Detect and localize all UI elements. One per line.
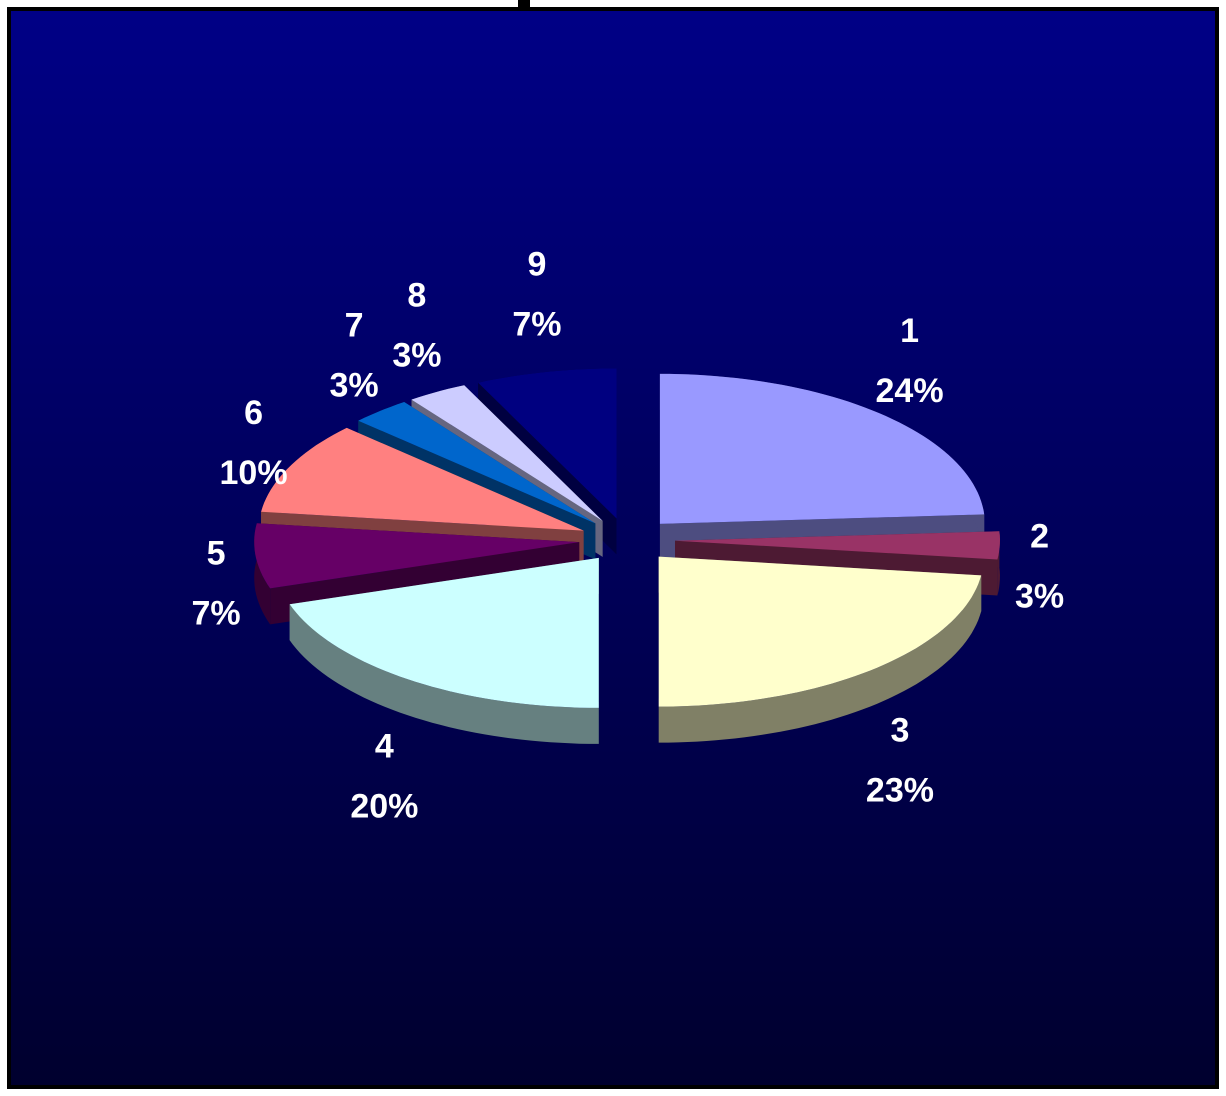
slice [289,557,599,708]
slice-side [289,604,599,744]
category-label: 8 [407,277,426,315]
category-label: 3 [890,712,909,750]
category-label: 9 [528,245,547,283]
pie [254,368,1000,744]
value-label: 24% [876,372,944,410]
slice [261,427,584,531]
slice [358,402,596,524]
slice [659,373,985,524]
slice [478,368,617,519]
value-label: 3% [329,366,378,404]
value-label: 7% [512,305,561,343]
slice [658,556,982,707]
slice [675,531,1000,560]
value-label: 3% [392,337,441,375]
value-label: 3% [1015,577,1064,615]
slice [411,385,603,521]
category-label: 1 [900,312,919,350]
slice-side [254,523,271,625]
category-label: 7 [345,306,364,344]
category-label: 2 [1030,517,1049,555]
labels: 124%23%323%420%57%610%73%83%97% [192,245,1065,825]
category-label: 4 [375,727,394,765]
slice-side [658,575,982,743]
value-label: 7% [192,594,241,632]
value-label: 23% [866,772,934,810]
value-label: 10% [220,454,288,492]
slice [254,523,580,589]
category-label: 6 [244,394,263,432]
value-label: 20% [350,787,418,825]
title-fragment [518,0,530,9]
category-label: 5 [207,534,226,572]
